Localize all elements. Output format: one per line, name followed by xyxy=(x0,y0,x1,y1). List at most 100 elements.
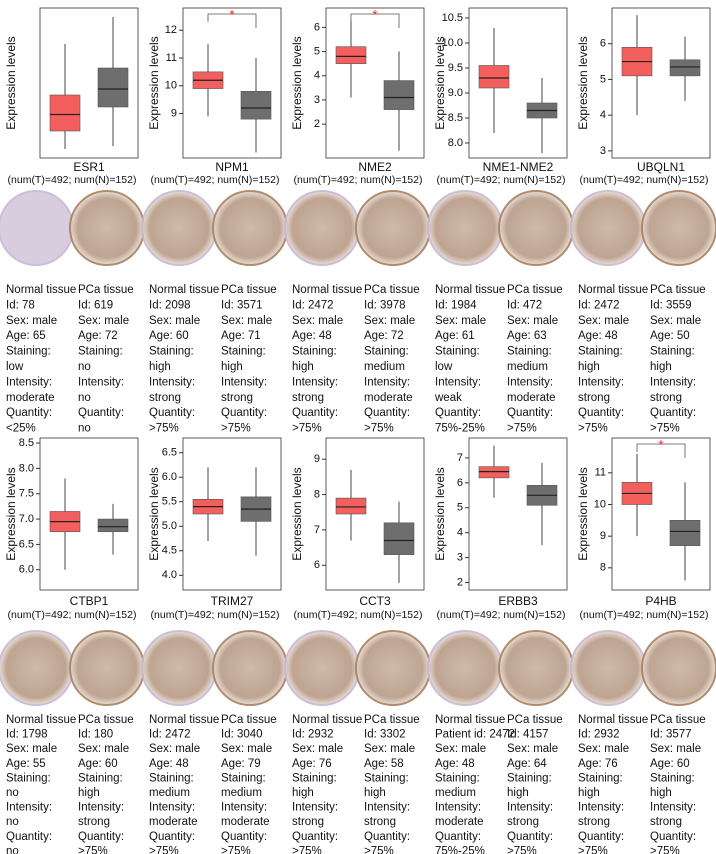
y-tick-label: 6.5 xyxy=(162,447,177,459)
n-label: (num(T)=492; num(N)=152) xyxy=(580,609,709,621)
sample-info: >75% xyxy=(78,845,108,854)
sample-info: Age: 48 xyxy=(149,758,189,770)
sample-info: strong xyxy=(650,392,682,404)
y-tick-label: 8.5 xyxy=(448,112,463,124)
sample-info: Intensity: xyxy=(149,802,195,814)
sample-info: Normal tissue xyxy=(6,714,76,726)
sample-info: Sex: male xyxy=(6,315,57,327)
significance: * xyxy=(229,7,235,23)
box xyxy=(335,497,367,515)
sample-info: Normal tissue xyxy=(149,284,219,296)
sample-info: high xyxy=(650,787,672,799)
sample-info: Normal tissue xyxy=(435,284,505,296)
sample-info: Staining: xyxy=(292,346,337,358)
tissue-image xyxy=(212,190,288,266)
sample-info: Sex: male xyxy=(221,743,272,755)
sample-info: Staining: xyxy=(650,772,695,784)
y-tick-label: 12 xyxy=(165,24,177,36)
sample-info: >75% xyxy=(149,423,179,435)
sample-info: 75%-25% xyxy=(435,423,485,435)
y-tick-label: 5 xyxy=(314,45,320,57)
sample-info: Age: 58 xyxy=(364,758,404,770)
tissue-image xyxy=(69,190,145,266)
y-tick-label: 6 xyxy=(457,477,463,489)
sample-info: medium xyxy=(435,787,476,799)
sample-info: >75% xyxy=(364,423,394,435)
sample-info: Sex: male xyxy=(578,743,629,755)
sample-info: Intensity: xyxy=(221,376,267,388)
sample-info: Id: 619 xyxy=(78,299,113,311)
y-tick-label: 3 xyxy=(457,552,463,564)
y-tick-label: 9.5 xyxy=(448,62,463,74)
sample-info: Id: 2472 xyxy=(292,299,334,311)
box xyxy=(97,518,129,533)
sample-info: low xyxy=(6,361,24,373)
sample-info: Intensity: xyxy=(364,376,410,388)
sample-info: moderate xyxy=(435,816,484,828)
y-tick-label: 10 xyxy=(165,80,177,92)
sample-info: medium xyxy=(364,361,405,373)
y-tick-label: 6.5 xyxy=(19,538,34,550)
y-tick-label: 6 xyxy=(314,559,320,571)
sample-info: Id: 4157 xyxy=(507,729,549,741)
tissue-image xyxy=(427,190,503,266)
sample-info: Staining: xyxy=(78,772,123,784)
significance-bracket xyxy=(207,13,257,28)
sample-info: Staining: xyxy=(578,346,623,358)
sample-info: >75% xyxy=(650,423,680,435)
significance: * xyxy=(372,7,378,23)
sample-info: no xyxy=(6,787,19,799)
sample-info: Age: 55 xyxy=(6,758,46,770)
plot-frame xyxy=(468,437,568,591)
sample-info: strong xyxy=(78,816,110,828)
sample-info: Normal tissue xyxy=(149,714,219,726)
sample-info: strong xyxy=(149,392,181,404)
sample-info: >75% xyxy=(221,423,251,435)
y-axis-label: Expression levels xyxy=(290,36,304,129)
tissue-image xyxy=(141,630,217,706)
y-tick-label: 8.5 xyxy=(19,437,34,449)
tissue-image xyxy=(570,190,646,266)
tissue-image xyxy=(355,630,431,706)
sample-info: Quantity: xyxy=(149,831,195,843)
sample-info: Intensity: xyxy=(292,802,338,814)
tissue-image xyxy=(284,190,360,266)
x-axis-label: CCT3 xyxy=(359,594,391,608)
x-axis-label: UBQLN1 xyxy=(637,160,685,174)
y-tick-label: 5.5 xyxy=(162,496,177,508)
sample-info: high xyxy=(78,787,100,799)
x-axis-label: NME1-NME2 xyxy=(483,160,554,174)
sample-info: >75% xyxy=(507,423,537,435)
sample-info: high xyxy=(578,787,600,799)
sample-info: Staining: xyxy=(221,772,266,784)
sample-info: high xyxy=(578,361,600,373)
sample-info: Sex: male xyxy=(507,315,558,327)
sample-info: Quantity: xyxy=(507,407,553,419)
sample-info: Normal tissue xyxy=(292,714,362,726)
y-tick-label: 7.5 xyxy=(19,488,34,500)
tissue-image xyxy=(0,630,74,706)
y-axis-label: Expression levels xyxy=(433,467,447,560)
tissue-image xyxy=(212,630,288,706)
sample-info: Quantity: xyxy=(149,407,195,419)
sample-info: Id: 3302 xyxy=(364,729,406,741)
sample-info: strong xyxy=(578,392,610,404)
sample-info: high xyxy=(149,361,171,373)
sample-info: Intensity: xyxy=(364,802,410,814)
sample-info: Intensity: xyxy=(650,376,696,388)
sample-info: Sex: male xyxy=(578,315,629,327)
sample-info: Age: 65 xyxy=(6,330,46,342)
sample-info: Staining: xyxy=(149,772,194,784)
y-tick-label: 9.0 xyxy=(448,87,463,99)
sample-info: Staining: xyxy=(507,346,552,358)
sample-info: Age: 48 xyxy=(292,330,332,342)
sample-info: PCa tissue xyxy=(78,284,134,296)
sample-info: PCa tissue xyxy=(364,714,420,726)
significance: * xyxy=(658,437,664,453)
sample-info: Intensity: xyxy=(578,802,624,814)
x-axis-label: NME2 xyxy=(358,160,392,174)
sample-info: Staining: xyxy=(78,346,123,358)
sample-info: high xyxy=(507,787,529,799)
y-tick-label: 8.0 xyxy=(448,137,463,149)
sample-info: Sex: male xyxy=(221,315,272,327)
